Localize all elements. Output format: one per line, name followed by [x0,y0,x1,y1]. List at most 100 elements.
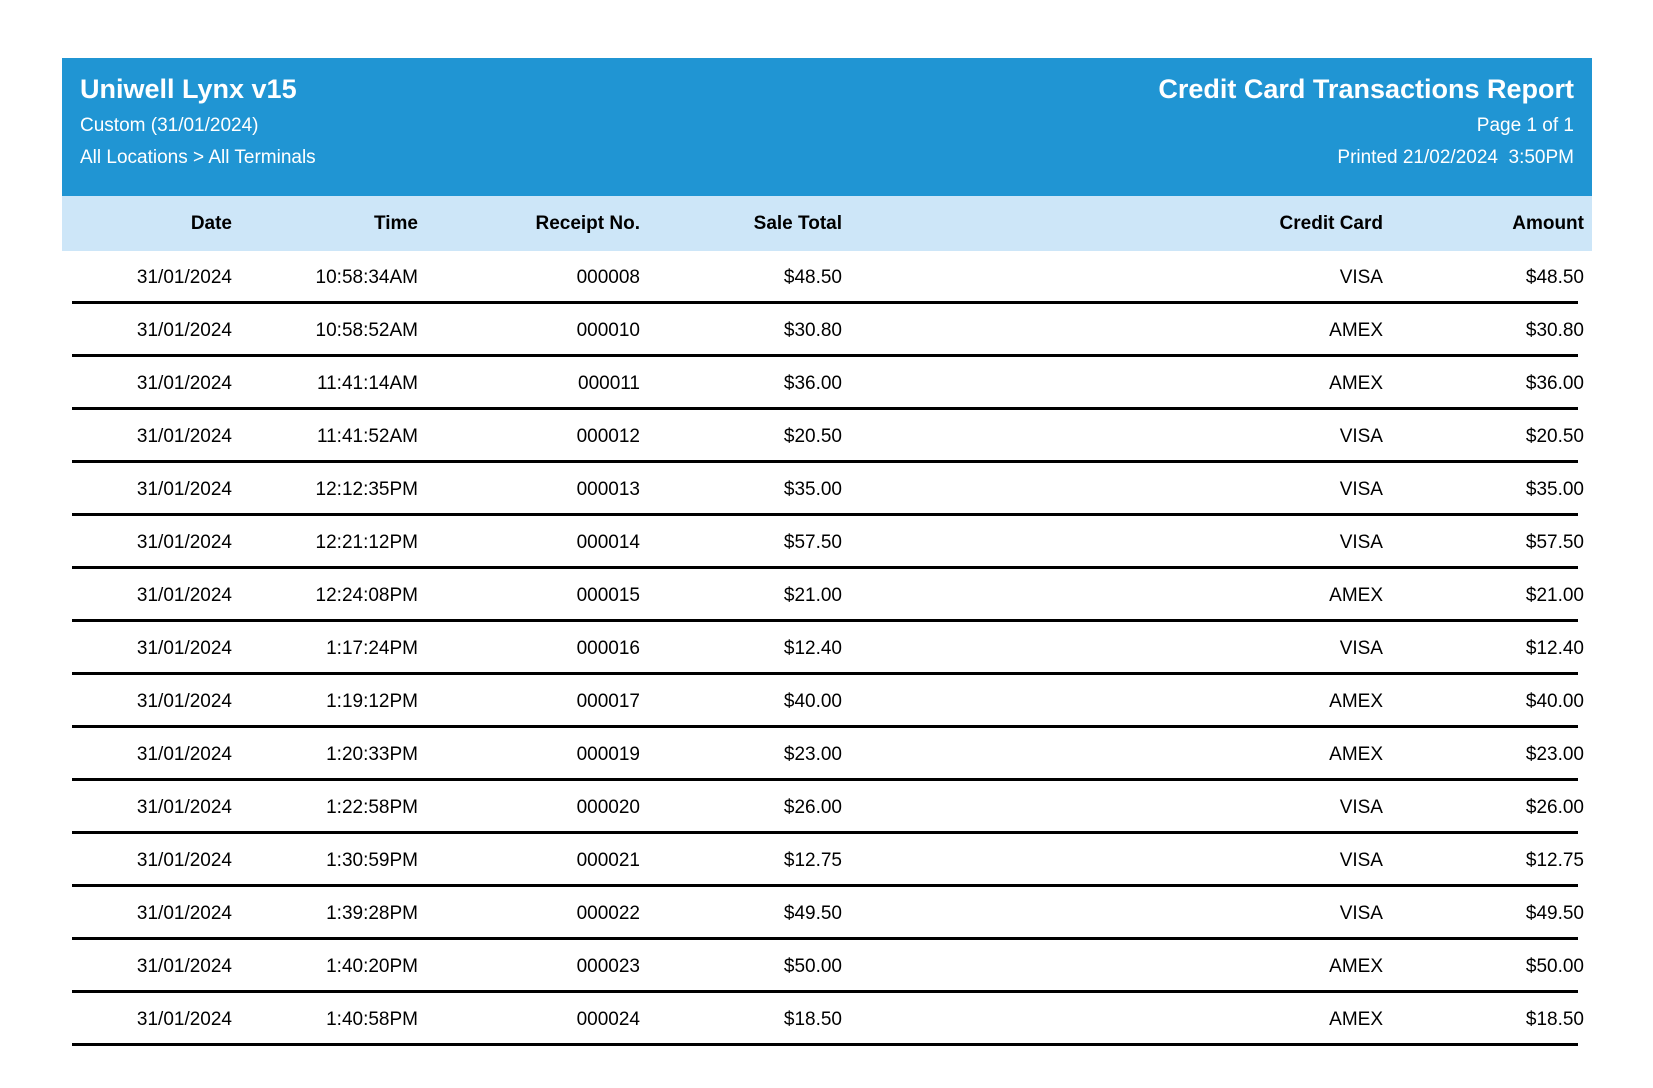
cell-date: 31/01/2024 [136,690,232,712]
table-row: 31/01/2024 12:12:35PM 000013 $35.00 VISA… [62,463,1592,516]
cell-time: 1:40:58PM [326,1008,418,1030]
column-header-credit-card: Credit Card [1279,212,1383,234]
column-header-sale-total: Sale Total [753,212,842,234]
table-row: 31/01/2024 1:30:59PM 000021 $12.75 VISA … [62,834,1592,887]
table-row: 31/01/2024 1:20:33PM 000019 $23.00 AMEX … [62,728,1592,781]
cell-time: 1:39:28PM [326,902,418,924]
table-row: 31/01/2024 1:40:20PM 000023 $50.00 AMEX … [62,940,1592,993]
cell-amount: $40.00 [1525,690,1584,712]
cell-credit-card: AMEX [1329,319,1383,341]
cell-date: 31/01/2024 [136,319,232,341]
cell-receipt-no: 000011 [578,372,640,394]
cell-amount: $23.00 [1525,743,1584,765]
cell-time: 12:24:08PM [315,584,418,606]
cell-sale-total: $18.50 [783,1008,842,1030]
cell-receipt-no: 000010 [576,319,640,341]
cell-amount: $18.50 [1525,1008,1584,1030]
cell-credit-card: VISA [1339,425,1383,447]
cell-receipt-no: 000017 [576,690,640,712]
cell-receipt-no: 000014 [576,531,640,553]
cell-credit-card: VISA [1339,266,1383,288]
cell-sale-total: $49.50 [783,902,842,924]
cell-sale-total: $57.50 [783,531,842,553]
column-header-date: Date [190,212,232,234]
table-row: 31/01/2024 1:39:28PM 000022 $49.50 VISA … [62,887,1592,940]
cell-date: 31/01/2024 [136,955,232,977]
cell-sale-total: $35.00 [783,478,842,500]
cell-credit-card: VISA [1339,902,1383,924]
cell-credit-card: VISA [1339,637,1383,659]
cell-sale-total: $26.00 [783,796,842,818]
cell-receipt-no: 000015 [576,584,640,606]
cell-amount: $12.40 [1525,637,1584,659]
table-row: 31/01/2024 11:41:14AM 000011 $36.00 AMEX… [62,357,1592,410]
cell-amount: $26.00 [1525,796,1584,818]
cell-credit-card: AMEX [1329,372,1383,394]
cell-receipt-no: 000008 [576,266,640,288]
table-row: 31/01/2024 1:40:58PM 000024 $18.50 AMEX … [62,993,1592,1046]
cell-time: 1:22:58PM [326,796,418,818]
cell-time: 1:30:59PM [326,849,418,871]
report-banner: Uniwell Lynx v15 Custom (31/01/2024) All… [62,58,1592,196]
cell-amount: $12.75 [1525,849,1584,871]
cell-amount: $36.00 [1525,372,1584,394]
cell-credit-card: AMEX [1329,584,1383,606]
app-title: Uniwell Lynx v15 [80,74,297,104]
banner-right: Credit Card Transactions Report Page 1 o… [1158,68,1574,196]
cell-credit-card: AMEX [1329,690,1383,712]
cell-sale-total: $48.50 [783,266,842,288]
cell-sale-total: $21.00 [783,584,842,606]
cell-amount: $50.00 [1525,955,1584,977]
cell-receipt-no: 000012 [576,425,640,447]
cell-date: 31/01/2024 [136,637,232,659]
cell-sale-total: $23.00 [783,743,842,765]
cell-time: 12:12:35PM [315,478,418,500]
column-header-amount: Amount [1512,212,1584,234]
cell-sale-total: $40.00 [783,690,842,712]
cell-time: 1:40:20PM [326,955,418,977]
cell-receipt-no: 000020 [576,796,640,818]
cell-date: 31/01/2024 [136,743,232,765]
cell-time: 12:21:12PM [315,531,418,553]
table-row: 31/01/2024 1:19:12PM 000017 $40.00 AMEX … [62,675,1592,728]
page-indicator: Page 1 of 1 [1476,115,1574,136]
table-row: 31/01/2024 10:58:34AM 000008 $48.50 VISA… [62,251,1592,304]
column-header-receipt-no: Receipt No. [535,212,640,234]
cell-time: 11:41:52AM [316,425,418,447]
report-scope: All Locations > All Terminals [80,146,316,168]
cell-credit-card: AMEX [1329,955,1383,977]
cell-amount: $20.50 [1525,425,1584,447]
cell-receipt-no: 000016 [576,637,640,659]
cell-sale-total: $12.75 [783,849,842,871]
cell-credit-card: AMEX [1329,743,1383,765]
cell-receipt-no: 000021 [576,849,640,871]
column-header-time: Time [373,212,418,234]
cell-amount: $49.50 [1525,902,1584,924]
cell-credit-card: AMEX [1329,1008,1383,1030]
cell-credit-card: VISA [1339,531,1383,553]
table-column-header: Date Time Receipt No. Sale Total Credit … [62,196,1592,251]
printed-timestamp: Printed 21/02/2024 3:50PM [1337,146,1574,168]
table-row: 31/01/2024 1:22:58PM 000020 $26.00 VISA … [62,781,1592,834]
cell-date: 31/01/2024 [136,478,232,500]
table-row: 31/01/2024 12:21:12PM 000014 $57.50 VISA… [62,516,1592,569]
cell-time: 1:19:12PM [326,690,418,712]
cell-time: 1:20:33PM [326,743,418,765]
cell-amount: $48.50 [1525,266,1584,288]
cell-credit-card: VISA [1339,849,1383,871]
cell-sale-total: $20.50 [783,425,842,447]
cell-receipt-no: 000023 [576,955,640,977]
table-row: 31/01/2024 12:24:08PM 000015 $21.00 AMEX… [62,569,1592,622]
cell-date: 31/01/2024 [136,1008,232,1030]
cell-time: 10:58:52AM [315,319,418,341]
report-date-range: Custom (31/01/2024) [80,115,259,136]
cell-date: 31/01/2024 [136,796,232,818]
cell-receipt-no: 000019 [576,743,640,765]
cell-sale-total: $36.00 [783,372,842,394]
cell-credit-card: VISA [1339,796,1383,818]
table-row: 31/01/2024 1:17:24PM 000016 $12.40 VISA … [62,622,1592,675]
cell-amount: $57.50 [1525,531,1584,553]
cell-amount: $35.00 [1525,478,1584,500]
cell-time: 10:58:34AM [315,266,418,288]
cell-amount: $30.80 [1525,319,1584,341]
